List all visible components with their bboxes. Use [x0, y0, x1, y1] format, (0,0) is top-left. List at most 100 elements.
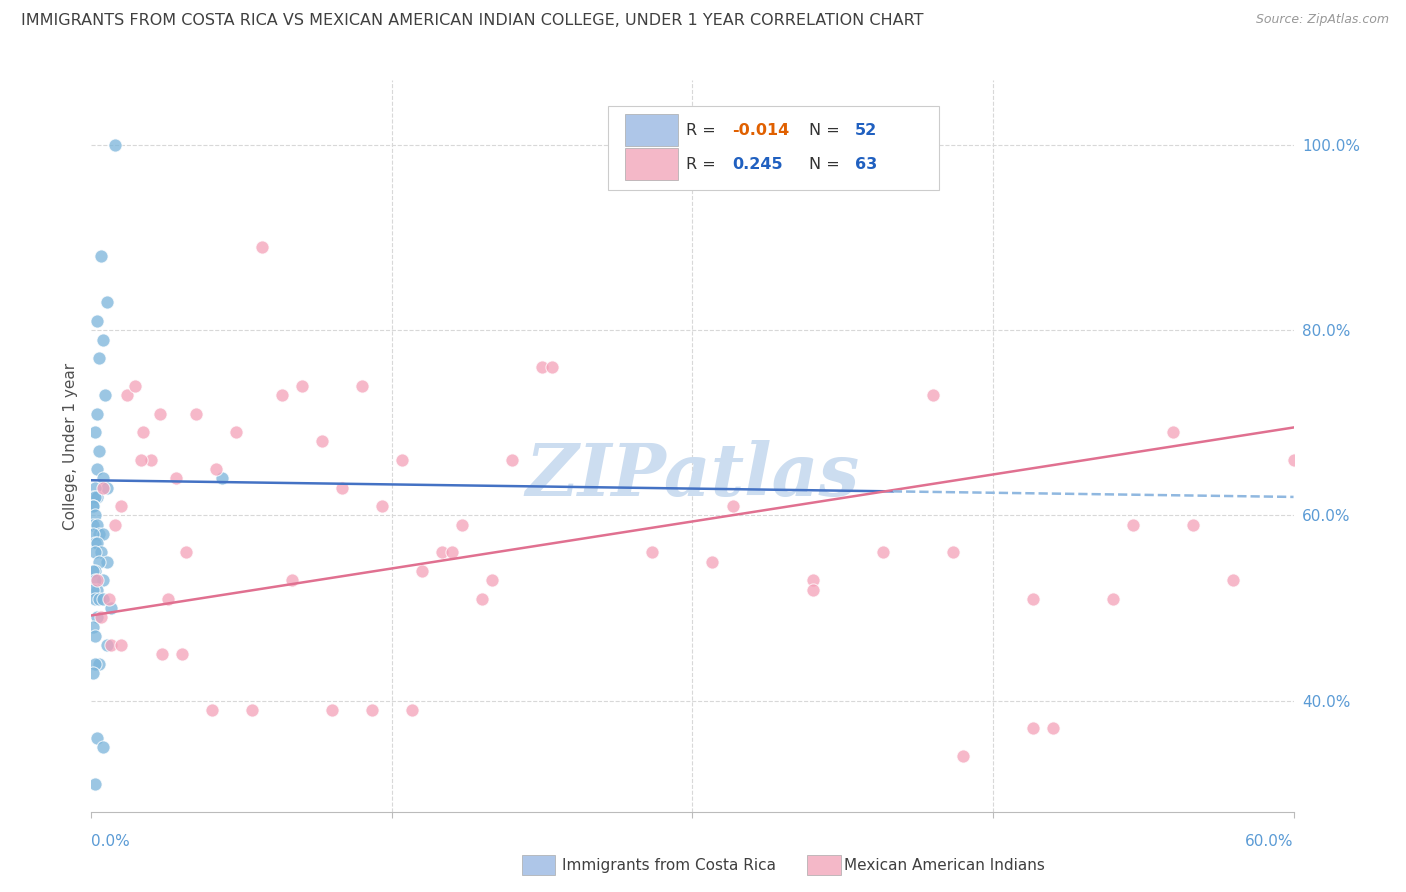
Point — [84, 536, 107, 550]
Point — [90, 610, 112, 624]
Point — [132, 425, 155, 439]
Point — [952, 749, 974, 764]
Point — [350, 379, 373, 393]
Point — [225, 425, 247, 439]
Point — [922, 388, 945, 402]
Point — [131, 453, 153, 467]
Point — [801, 582, 824, 597]
Point — [96, 555, 118, 569]
Point — [360, 703, 382, 717]
Point — [86, 490, 108, 504]
Point — [110, 638, 132, 652]
FancyBboxPatch shape — [626, 114, 678, 146]
Point — [96, 295, 118, 310]
Text: N =: N = — [808, 157, 845, 172]
Point — [1022, 722, 1045, 736]
Y-axis label: College, Under 1 year: College, Under 1 year — [63, 362, 79, 530]
Point — [481, 574, 503, 588]
Text: ZIPatlas: ZIPatlas — [526, 440, 859, 511]
Point — [641, 545, 664, 559]
Point — [89, 351, 111, 365]
Point — [124, 379, 146, 393]
Point — [1102, 591, 1125, 606]
Point — [391, 453, 413, 467]
Point — [82, 517, 104, 532]
Point — [104, 517, 127, 532]
Point — [84, 657, 107, 671]
FancyBboxPatch shape — [626, 148, 678, 180]
Point — [93, 591, 115, 606]
Point — [93, 333, 115, 347]
Text: Source: ZipAtlas.com: Source: ZipAtlas.com — [1256, 13, 1389, 27]
Point — [1042, 722, 1064, 736]
Point — [86, 731, 108, 745]
Point — [86, 462, 108, 476]
Point — [82, 665, 104, 680]
Point — [291, 379, 314, 393]
Point — [90, 545, 112, 559]
Text: N =: N = — [808, 122, 845, 137]
Point — [204, 462, 226, 476]
Point — [184, 407, 207, 421]
Point — [165, 471, 187, 485]
Point — [86, 574, 108, 588]
FancyBboxPatch shape — [807, 855, 841, 875]
Text: Mexican American Indians: Mexican American Indians — [844, 858, 1045, 872]
Point — [93, 481, 115, 495]
Point — [90, 249, 112, 263]
Point — [1182, 517, 1205, 532]
Point — [211, 471, 233, 485]
Point — [93, 471, 115, 485]
Point — [250, 240, 273, 254]
Point — [501, 453, 523, 467]
Point — [94, 388, 117, 402]
Point — [702, 555, 724, 569]
Point — [82, 619, 104, 633]
Point — [82, 499, 104, 513]
Point — [942, 545, 965, 559]
Point — [110, 499, 132, 513]
Point — [371, 499, 394, 513]
Point — [100, 601, 122, 615]
Point — [1222, 574, 1244, 588]
Point — [1282, 453, 1305, 467]
Point — [89, 527, 111, 541]
Point — [86, 517, 108, 532]
Text: 63: 63 — [855, 157, 877, 172]
Point — [531, 360, 554, 375]
Point — [93, 527, 115, 541]
Point — [150, 648, 173, 662]
Point — [1122, 517, 1144, 532]
Point — [89, 591, 111, 606]
Point — [86, 610, 108, 624]
Point — [104, 138, 127, 153]
Text: R =: R = — [686, 122, 721, 137]
Point — [86, 407, 108, 421]
Point — [330, 481, 353, 495]
Point — [84, 629, 107, 643]
Point — [281, 574, 304, 588]
Point — [201, 703, 224, 717]
Point — [721, 499, 744, 513]
Point — [471, 591, 494, 606]
Point — [84, 574, 107, 588]
Point — [1022, 591, 1045, 606]
Point — [84, 564, 107, 578]
Text: Immigrants from Costa Rica: Immigrants from Costa Rica — [562, 858, 776, 872]
Point — [84, 425, 107, 439]
Point — [401, 703, 423, 717]
Point — [1163, 425, 1185, 439]
Point — [170, 648, 193, 662]
Point — [89, 555, 111, 569]
Point — [141, 453, 163, 467]
Point — [174, 545, 197, 559]
Point — [82, 490, 104, 504]
Text: 0.245: 0.245 — [733, 157, 783, 172]
Point — [84, 777, 107, 791]
Point — [117, 388, 139, 402]
Point — [89, 443, 111, 458]
Point — [541, 360, 564, 375]
Text: IMMIGRANTS FROM COSTA RICA VS MEXICAN AMERICAN INDIAN COLLEGE, UNDER 1 YEAR CORR: IMMIGRANTS FROM COSTA RICA VS MEXICAN AM… — [21, 13, 924, 29]
Text: 60.0%: 60.0% — [1246, 834, 1294, 849]
Point — [84, 508, 107, 523]
